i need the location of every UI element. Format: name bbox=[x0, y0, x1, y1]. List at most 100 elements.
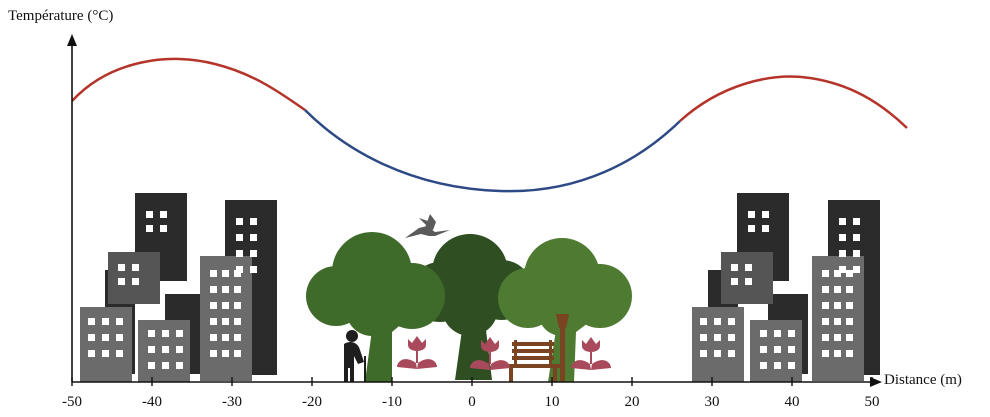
building-window bbox=[88, 350, 95, 357]
building-window bbox=[250, 218, 257, 225]
building-window bbox=[714, 318, 721, 325]
bench-icon bbox=[505, 340, 561, 382]
building-window bbox=[846, 318, 853, 325]
building-window bbox=[846, 302, 853, 309]
x-tick-label: 30 bbox=[705, 394, 720, 410]
building-window bbox=[250, 266, 257, 273]
building-window bbox=[731, 278, 738, 285]
building-window bbox=[728, 334, 735, 341]
building-window bbox=[234, 286, 241, 293]
left-city-buildings bbox=[80, 193, 277, 382]
building-window bbox=[118, 264, 125, 271]
building-window bbox=[118, 278, 125, 285]
building-window bbox=[236, 250, 243, 257]
building-window bbox=[160, 225, 167, 232]
x-tick-label: 10 bbox=[545, 394, 560, 410]
lamp-post-icon bbox=[556, 314, 569, 382]
building-window bbox=[160, 211, 167, 218]
building-window bbox=[700, 318, 707, 325]
x-tick-label: -50 bbox=[62, 394, 82, 410]
building-window bbox=[210, 286, 217, 293]
building-window bbox=[234, 334, 241, 341]
building-window bbox=[853, 218, 860, 225]
building-window bbox=[210, 350, 217, 357]
building-window bbox=[846, 270, 853, 277]
building-window bbox=[222, 318, 229, 325]
x-axis-title: Distance (m) bbox=[884, 372, 962, 388]
y-axis-title: Température (°C) bbox=[8, 8, 114, 24]
x-tick-label: 0 bbox=[468, 394, 476, 410]
temperature-curve-warm-left bbox=[71, 57, 306, 112]
x-tick-label: -20 bbox=[302, 394, 322, 410]
building-window bbox=[132, 264, 139, 271]
building-window bbox=[822, 318, 829, 325]
building-window bbox=[162, 330, 169, 337]
building-window bbox=[762, 211, 769, 218]
tulip-icon bbox=[397, 336, 437, 369]
building-window bbox=[250, 250, 257, 257]
building-window bbox=[116, 318, 123, 325]
building-window bbox=[222, 270, 229, 277]
building-window bbox=[148, 362, 155, 369]
building-window bbox=[210, 270, 217, 277]
building-window bbox=[234, 318, 241, 325]
building-window bbox=[846, 286, 853, 293]
building-window bbox=[846, 334, 853, 341]
building-window bbox=[236, 266, 243, 273]
x-tick-label: -30 bbox=[222, 394, 242, 410]
tree-right bbox=[498, 238, 632, 382]
building-window bbox=[162, 362, 169, 369]
building-window bbox=[788, 362, 795, 369]
building-window bbox=[748, 211, 755, 218]
building-window bbox=[788, 330, 795, 337]
building-window bbox=[234, 302, 241, 309]
building-window bbox=[236, 218, 243, 225]
building-window bbox=[731, 264, 738, 271]
building-window bbox=[760, 330, 767, 337]
building-window bbox=[822, 350, 829, 357]
building-window bbox=[853, 266, 860, 273]
building-window bbox=[234, 350, 241, 357]
building-window bbox=[222, 334, 229, 341]
building-window bbox=[822, 302, 829, 309]
building-window bbox=[760, 346, 767, 353]
building-window bbox=[222, 350, 229, 357]
x-axis-ticks: -50 -40 -30 -20 -10 0 10 20 30 40 50 bbox=[62, 377, 880, 410]
building-window bbox=[210, 318, 217, 325]
temperature-curve-warm-right bbox=[679, 75, 908, 129]
x-tick-label: -10 bbox=[382, 394, 402, 410]
building-window bbox=[146, 211, 153, 218]
building-window bbox=[250, 234, 257, 241]
building-window bbox=[222, 286, 229, 293]
building-window bbox=[834, 318, 841, 325]
building-window bbox=[102, 350, 109, 357]
building-window bbox=[822, 334, 829, 341]
tulip-icon bbox=[571, 337, 611, 370]
building-window bbox=[176, 346, 183, 353]
building-window bbox=[714, 334, 721, 341]
building-window bbox=[748, 225, 755, 232]
building-window bbox=[762, 225, 769, 232]
building-window bbox=[210, 302, 217, 309]
building-window bbox=[116, 334, 123, 341]
building-window bbox=[148, 330, 155, 337]
right-city-buildings bbox=[692, 193, 880, 382]
building-window bbox=[834, 286, 841, 293]
building-window bbox=[176, 362, 183, 369]
building-window bbox=[745, 264, 752, 271]
building-window bbox=[102, 334, 109, 341]
building-window bbox=[148, 346, 155, 353]
tulip-icon bbox=[470, 337, 510, 370]
building-window bbox=[839, 266, 846, 273]
building-window bbox=[834, 350, 841, 357]
x-tick-label: 20 bbox=[625, 394, 640, 410]
building-window bbox=[774, 330, 781, 337]
building-window bbox=[88, 334, 95, 341]
building-window bbox=[222, 302, 229, 309]
building-window bbox=[210, 334, 217, 341]
hummingbird-icon bbox=[405, 214, 450, 238]
temperature-curve-cool bbox=[304, 109, 681, 193]
building-window bbox=[176, 330, 183, 337]
building-window bbox=[853, 250, 860, 257]
